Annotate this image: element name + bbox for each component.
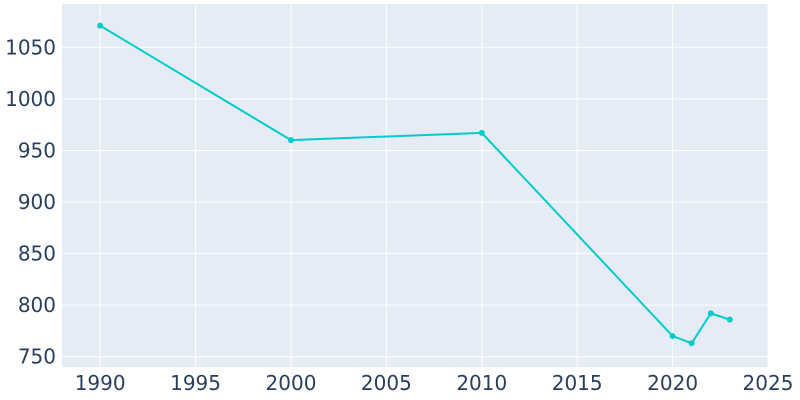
x-axis-tick-labels: 1990 1995 2000 2005 2010 2015 2020 2025 [75, 371, 794, 395]
x-tick-label: 2020 [647, 371, 698, 395]
data-point [707, 310, 714, 317]
plot-background [62, 4, 768, 367]
data-point [97, 22, 104, 29]
data-point [688, 340, 695, 347]
x-tick-label: 1990 [75, 371, 126, 395]
y-tick-label: 800 [18, 293, 56, 317]
x-tick-label: 2010 [456, 371, 507, 395]
x-tick-label: 2015 [552, 371, 603, 395]
x-tick-label: 2025 [743, 371, 794, 395]
grid-lines [62, 4, 769, 367]
y-tick-label: 1050 [5, 35, 56, 59]
data-points [97, 22, 733, 347]
y-axis-tick-labels: 750 800 850 900 950 1000 1050 [5, 35, 56, 368]
y-tick-label: 850 [18, 242, 56, 266]
x-tick-label: 2000 [266, 371, 317, 395]
data-point [669, 333, 676, 340]
y-tick-label: 750 [18, 345, 56, 369]
y-tick-label: 900 [18, 190, 56, 214]
x-tick-label: 2005 [361, 371, 412, 395]
data-point [478, 129, 485, 136]
data-point [287, 137, 294, 144]
data-point [726, 316, 733, 323]
y-tick-label: 1000 [5, 87, 56, 111]
y-tick-label: 950 [18, 138, 56, 162]
x-tick-label: 1995 [170, 371, 221, 395]
